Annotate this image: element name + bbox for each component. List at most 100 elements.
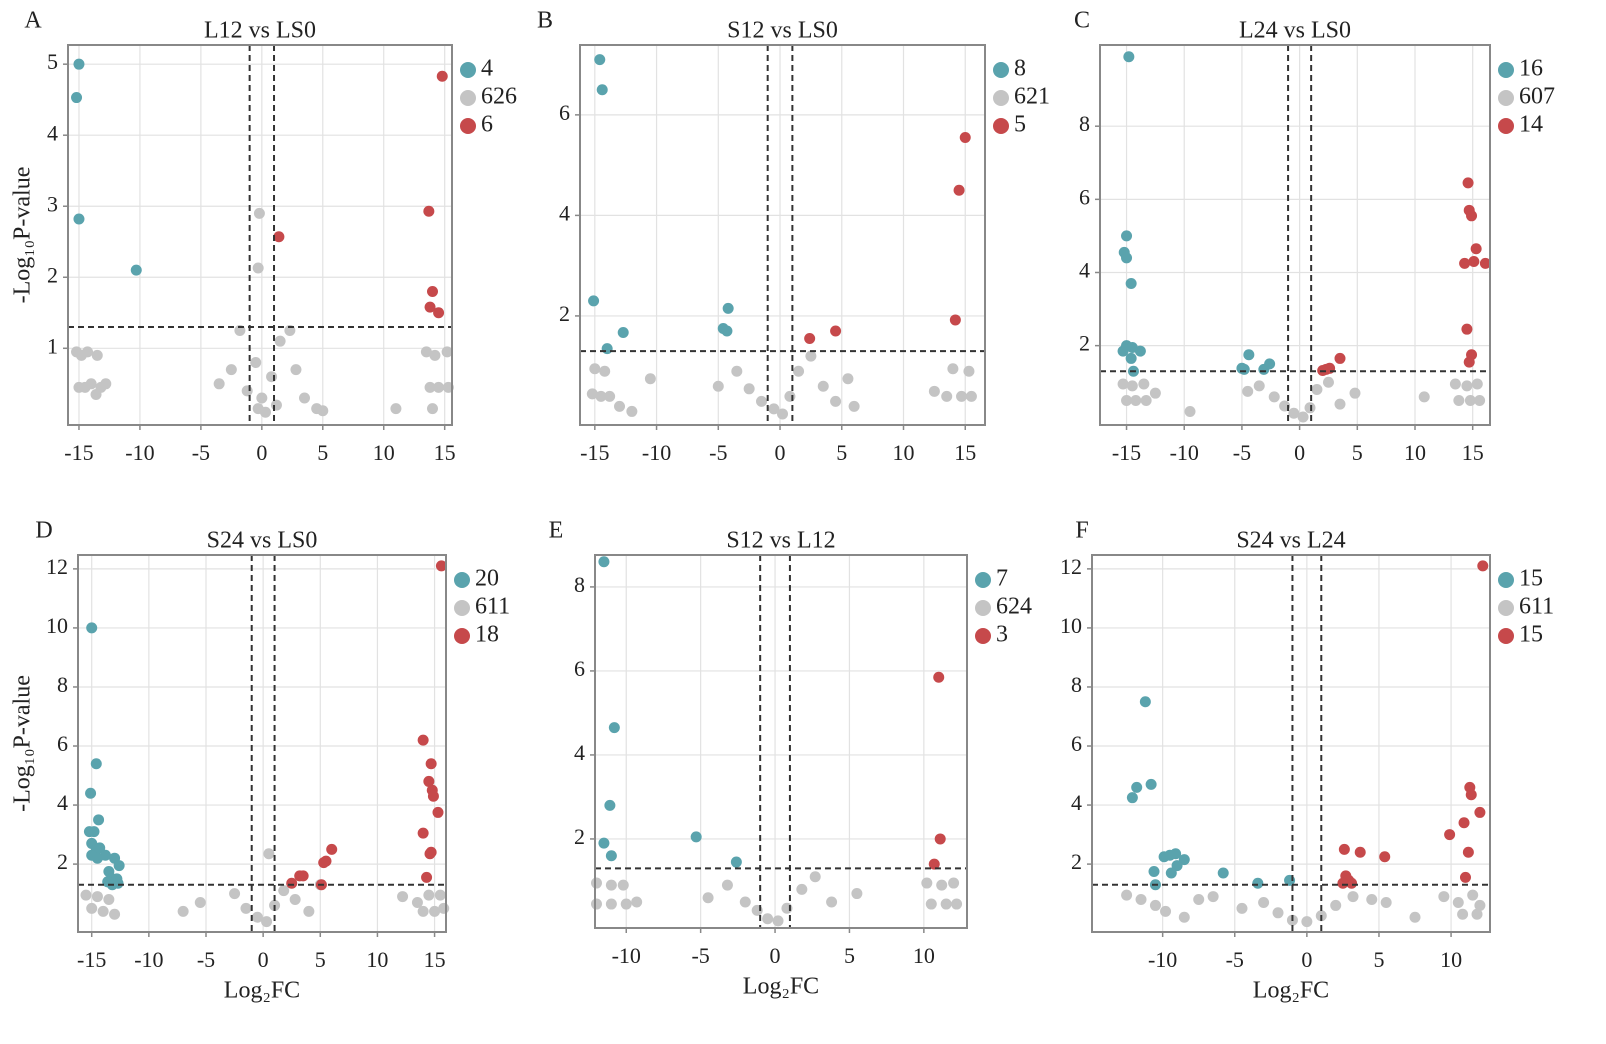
x-tick-label: -10 (134, 947, 163, 972)
data-point (1468, 256, 1480, 268)
data-point (951, 898, 963, 910)
data-point (1453, 394, 1465, 406)
data-point (1471, 908, 1483, 920)
data-point (225, 364, 237, 376)
x-tick-label: 0 (775, 440, 786, 465)
data-point (712, 380, 724, 392)
x-tick-label: -15 (580, 440, 609, 465)
data-point (1131, 781, 1143, 793)
data-point (620, 898, 632, 910)
data-point (421, 871, 433, 883)
legend-label: 3 (996, 622, 1008, 648)
legend-swatch (1498, 62, 1514, 78)
data-point (1459, 257, 1471, 269)
data-point (1462, 177, 1474, 189)
data-point (298, 392, 310, 404)
legend-label: 8 (1014, 56, 1026, 82)
data-point (103, 894, 115, 906)
data-point (1461, 323, 1473, 335)
x-tick-label: 0 (1301, 947, 1312, 972)
data-point (252, 262, 264, 274)
x-tick-label: 5 (1352, 440, 1363, 465)
data-point (851, 888, 863, 900)
y-tick-label: 3 (47, 191, 58, 216)
x-tick-label: -15 (77, 947, 106, 972)
plot-frame (1091, 554, 1491, 933)
data-point (263, 848, 275, 860)
y-tick-label: 2 (1079, 331, 1090, 356)
data-point (424, 848, 436, 860)
legend-swatch (975, 628, 991, 644)
data-point (109, 908, 121, 920)
data-point (1474, 806, 1486, 818)
data-point (82, 346, 94, 358)
data-point (928, 385, 940, 397)
data-point (1145, 778, 1157, 790)
data-point (71, 92, 83, 104)
panel-label: B (537, 8, 553, 34)
y-tick-label: 4 (1079, 258, 1090, 283)
legend-label: 607 (1519, 84, 1555, 110)
x-tick-label: -5 (192, 440, 210, 465)
x-tick-label: -10 (642, 440, 671, 465)
data-point (933, 671, 945, 683)
legend-label: 626 (481, 84, 517, 110)
legend-label: 624 (996, 594, 1032, 620)
data-point (1418, 391, 1430, 403)
data-point (90, 758, 102, 770)
data-point (266, 371, 278, 383)
data-point (1379, 851, 1391, 863)
y-axis-label: -Log₁₀P-value (10, 167, 36, 304)
x-tick-label: 5 (317, 440, 328, 465)
data-point (252, 403, 264, 415)
data-point (1258, 896, 1270, 908)
data-point (1288, 407, 1300, 419)
data-point (278, 885, 290, 897)
data-point (1452, 896, 1464, 908)
y-tick-label: 2 (57, 849, 68, 874)
data-point (433, 307, 445, 319)
data-point (1463, 356, 1475, 368)
data-point (936, 879, 948, 891)
legend-swatch (1498, 600, 1514, 616)
data-point (435, 560, 447, 572)
data-point (1242, 385, 1254, 397)
legend-swatch (454, 572, 470, 588)
data-point (85, 378, 97, 390)
data-point (423, 775, 435, 787)
data-point (809, 871, 821, 883)
x-tick-label: 0 (258, 947, 269, 972)
legend-swatch (1498, 118, 1514, 134)
data-point (427, 790, 439, 802)
data-point (91, 852, 103, 864)
y-tick-label: 6 (57, 731, 68, 756)
x-tick-label: 0 (1294, 440, 1305, 465)
data-point (605, 898, 617, 910)
x-axis-label: Log₂FC (743, 974, 819, 1000)
legend-label: 4 (481, 56, 493, 82)
data-point (424, 301, 436, 313)
x-tick-label: 5 (836, 440, 847, 465)
data-point (1444, 829, 1456, 841)
y-tick-label: 4 (574, 740, 585, 765)
data-point (1301, 916, 1313, 928)
data-point (1409, 911, 1421, 923)
plot-frame (1099, 44, 1491, 426)
x-tick-label: 15 (434, 440, 456, 465)
data-point (93, 814, 105, 826)
legend-label: 14 (1519, 112, 1543, 138)
legend-label: 5 (1014, 112, 1026, 138)
y-tick-label: 10 (46, 613, 68, 638)
data-point (100, 378, 112, 390)
plot-frame (579, 44, 986, 426)
data-point (326, 843, 338, 855)
x-tick-label: -10 (125, 440, 154, 465)
legend-swatch (1498, 628, 1514, 644)
data-point (1165, 867, 1177, 879)
y-tick-label: 2 (559, 301, 570, 326)
data-point (274, 335, 286, 347)
legend-swatch (460, 90, 476, 106)
plot-frame (67, 44, 453, 426)
